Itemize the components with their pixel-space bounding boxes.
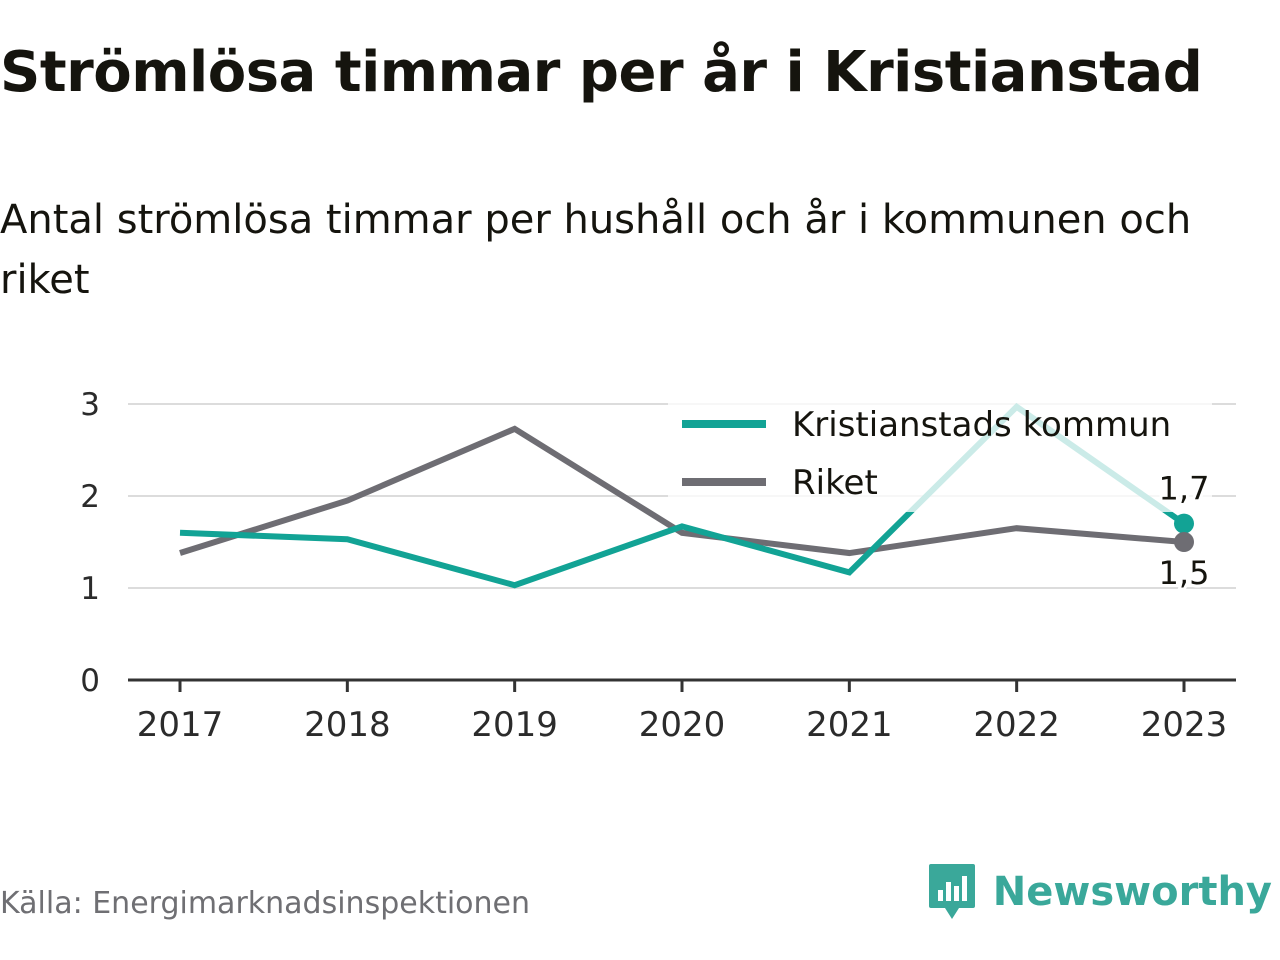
legend-label: Kristianstads kommun xyxy=(792,405,1171,445)
y-tick-label: 2 xyxy=(80,479,100,515)
legend: Kristianstads kommun Riket xyxy=(668,400,1212,512)
end-value-label: 1,5 xyxy=(1159,554,1210,592)
source-note: Källa: Energimarknadsinspektionen xyxy=(0,886,531,921)
x-tick-label: 2019 xyxy=(471,705,558,745)
x-tick-label: 2023 xyxy=(1141,705,1228,745)
series-line-riket xyxy=(179,425,1185,557)
end-value-label: 1,7 xyxy=(1159,470,1210,508)
brand-logo: Newsworthy xyxy=(927,862,1272,922)
brand-name: Newsworthy xyxy=(992,869,1272,915)
line-chart: 0 1 2 3 2017 2018 2019 2020 2021 2022 2023 Kristi… xyxy=(80,387,1236,745)
x-tick-label: 2021 xyxy=(806,705,893,745)
x-tick-label: 2018 xyxy=(304,705,391,745)
end-labels: 1,7 1,5 xyxy=(1156,467,1213,595)
legend-background xyxy=(668,400,1212,512)
newsworthy-logo-icon xyxy=(928,864,975,919)
y-tick-label: 3 xyxy=(80,387,100,423)
end-marker xyxy=(1174,532,1194,552)
legend-label: Riket xyxy=(792,463,878,503)
chart-subtitle: Antal strömlösa timmar per hushåll och å… xyxy=(0,197,1192,303)
x-tick-label: 2022 xyxy=(973,705,1060,745)
x-tick-label: 2017 xyxy=(137,705,224,745)
y-axis: 0 1 2 3 xyxy=(80,387,100,699)
y-tick-label: 1 xyxy=(80,571,100,607)
y-tick-label: 0 xyxy=(80,663,100,699)
chart-title: Strömlösa timmar per år i Kristianstad xyxy=(0,40,1203,105)
x-tick-label: 2020 xyxy=(639,705,726,745)
end-marker xyxy=(1174,513,1194,534)
x-axis: 2017 2018 2019 2020 2021 2022 2023 xyxy=(128,678,1236,745)
